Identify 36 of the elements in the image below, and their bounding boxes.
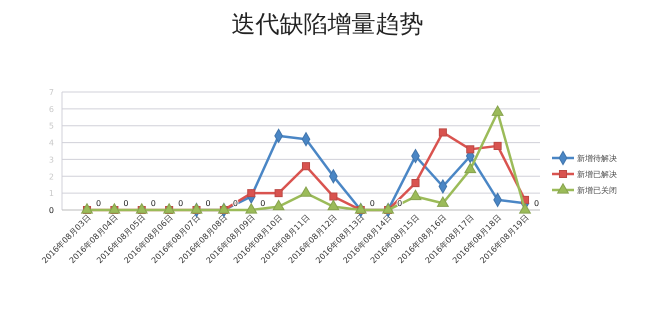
point [519,203,531,214]
data-label: 0 [206,199,211,208]
point [245,203,258,214]
point [464,162,476,174]
point [410,190,422,200]
legend-label: 新增已关闭 [577,186,617,195]
point [328,200,340,210]
point [300,186,312,197]
data-label: 0 [260,199,266,208]
point [382,203,394,214]
point [494,142,502,150]
data-label: 0 [123,199,128,208]
point [81,203,93,214]
data-label: 0 [96,199,102,208]
point [438,128,447,136]
point [437,196,449,207]
point [190,203,202,214]
data-label: 0 [370,199,375,208]
point [136,203,148,214]
legend-label: 新增待解决 [577,154,617,163]
point [354,203,367,214]
data-label: 0 [534,199,540,208]
point [302,162,310,170]
y-tick-label: 0 [48,206,54,215]
data-label: 0 [150,199,156,208]
legend-label: 新增已解决 [577,170,617,179]
data-label: 0 [178,199,184,208]
point [329,192,338,201]
point [411,178,420,188]
chart-title: 迭代缺陷增量趋势 [232,10,424,38]
point [218,203,230,214]
point [108,203,120,214]
point [272,200,284,210]
point [163,203,175,214]
point [466,145,474,154]
point [274,189,283,198]
